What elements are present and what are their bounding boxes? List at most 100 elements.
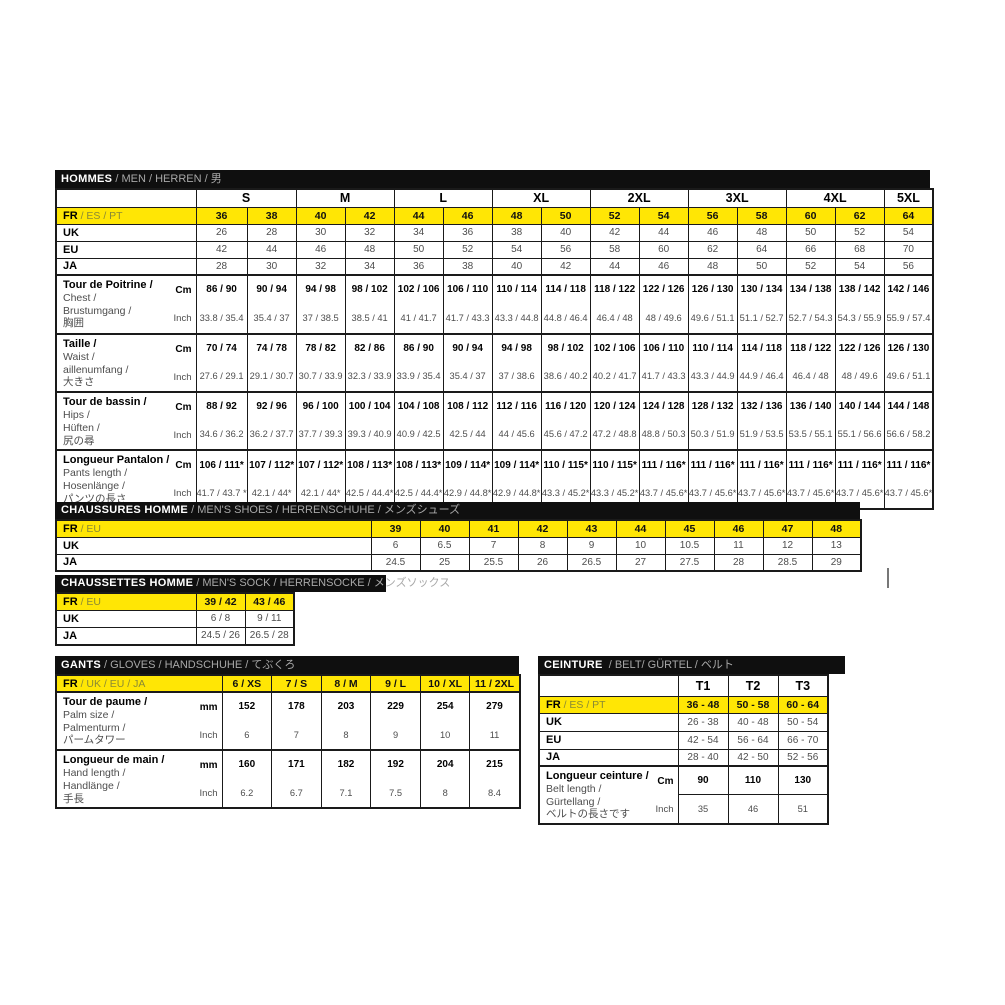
size-value-cell: 50 xyxy=(393,240,444,259)
size-value-cell: 40 xyxy=(295,206,346,225)
size-value-cell: 29 xyxy=(811,553,862,572)
size-value-cell: 44 xyxy=(393,206,444,225)
row-label-bold: UK xyxy=(546,716,562,728)
measure-value-secondary: 45.6 / 47.2 xyxy=(540,419,591,451)
measure-value-primary: 138 / 142 xyxy=(834,274,885,302)
measure-row-secondary: 27.6 / 29.1 29.1 / 30.7 30.7 / 33.9 32.3 / … xyxy=(56,361,934,393)
size-value-cell: 42 - 54 xyxy=(677,730,729,750)
stray-tick-mark xyxy=(887,568,889,588)
size-value-cell: 68 xyxy=(834,240,885,259)
measure-label-line: Tour de bassin / xyxy=(63,396,147,409)
size-row: UK 6 6.5 7 8 9 10 10.5 11 12 13 xyxy=(55,536,862,555)
size-value-cell: 13 xyxy=(811,536,862,555)
measure-value-primary: 104 / 108 xyxy=(393,391,444,420)
size-row: EU 42 - 54 56 - 64 66 - 70 xyxy=(538,730,829,750)
measure-value-primary: 98 / 102 xyxy=(344,274,395,302)
size-value-cell: 42 xyxy=(540,257,591,276)
row-label-cell: JA xyxy=(55,553,372,572)
measure-label-line: Hand length / xyxy=(63,766,126,779)
size-value-cell: 48 xyxy=(491,206,542,225)
measure-value-secondary: 8.4 xyxy=(469,778,521,809)
measure-value-primary: 110 xyxy=(727,765,779,796)
measure-label-cell: Tour de paume / Palm size / Palmenturm / パー… xyxy=(55,690,223,751)
measure-value-primary: 110 / 115* xyxy=(540,449,591,479)
size-group-cell: 2XL xyxy=(589,188,689,208)
size-value-cell: 45 xyxy=(664,519,715,538)
mens-shoes-table-header: CHAUSSURES HOMME / MEN'S SHOES / HERRENS… xyxy=(55,502,860,519)
size-value-cell: 25 xyxy=(419,553,470,572)
size-value-cell: 52 xyxy=(442,240,493,259)
measure-value-secondary: 51.1 / 52.7 xyxy=(736,302,787,335)
size-value-cell: 44 xyxy=(638,223,689,242)
size-value-cell: 46 xyxy=(638,257,689,276)
size-value-cell: 7 / S xyxy=(271,674,322,693)
size-value-cell: 66 - 70 xyxy=(777,730,829,750)
mens-socks-table-header: CHAUSSETTES HOMME / MEN'S SOCK / HERRENS… xyxy=(55,575,450,592)
measure-value-primary: 132 / 136 xyxy=(736,391,787,420)
measure-value-secondary: 44 / 45.6 xyxy=(491,419,542,451)
row-label-bold: JA xyxy=(63,629,78,642)
size-value-cell: 10 xyxy=(615,536,666,555)
measure-row-secondary: 34.6 / 36.2 36.2 / 37.7 37.7 / 39.3 39.3 / … xyxy=(56,419,934,451)
size-value-cell: 28.5 xyxy=(762,553,813,572)
size-value-cell: 27 xyxy=(615,553,666,572)
measure-label-line: Hosenlänge / xyxy=(63,479,125,492)
belt-table-grid: T1 T2 T3 FR / ES / PT 36 - 48 50 - 58 60 - 64 U… xyxy=(538,674,829,826)
measure-row-secondary: 33.8 / 35.4 35.4 / 37 37 / 38.5 38.5 / 41 41… xyxy=(56,302,934,335)
size-value-cell: 40 xyxy=(491,257,542,276)
measure-value-secondary: 7.1 xyxy=(320,778,372,809)
measure-label-line: Tour de paume / xyxy=(63,696,148,708)
measure-value-secondary: 44.9 / 46.4 xyxy=(736,361,787,393)
size-group-cell: 4XL xyxy=(785,188,885,208)
size-value-cell: 11 xyxy=(713,536,764,555)
size-value-cell: 47 xyxy=(762,519,813,538)
measure-label-line: Hüften / xyxy=(63,421,100,434)
measure-value-primary: 90 / 94 xyxy=(246,274,297,302)
measure-row-secondary: 35 46 51 xyxy=(539,794,829,825)
measure-label-line: Pants length / xyxy=(63,467,128,480)
section-title-bold: GANTS xyxy=(61,658,101,671)
measure-value-primary: 120 / 124 xyxy=(589,391,640,420)
measure-value-secondary: 36.2 / 37.7 xyxy=(246,419,297,451)
measure-value-primary: 182 xyxy=(320,749,372,779)
measure-value-secondary: 11 xyxy=(469,720,521,751)
size-value-cell: 28 xyxy=(713,553,764,572)
belt-table: CEINTURE / BELT/ GÜRTEL / ベルト T1 T2 T3 FR / … xyxy=(538,656,845,826)
measure-value-primary: 152 xyxy=(221,691,273,721)
measure-value-primary: 254 xyxy=(419,691,471,721)
measure-units: Cm Inch xyxy=(174,336,192,391)
measure-value-secondary: 7.5 xyxy=(370,778,421,809)
measure-value-secondary: 35 xyxy=(677,794,729,825)
unit-primary: Cm xyxy=(175,284,192,296)
size-value-cell: 11 / 2XL xyxy=(469,674,521,693)
size-value-cell: 40 xyxy=(419,519,470,538)
row-label-cell: JA xyxy=(538,748,679,767)
measure-value-secondary: 54.3 / 55.9 xyxy=(834,302,885,335)
size-value-cell: 26 xyxy=(195,223,248,242)
measure-value-primary: 114 / 118 xyxy=(736,332,787,362)
measure-value-primary: 111 / 116* xyxy=(834,449,885,479)
measure-label-line: Belt length / xyxy=(546,782,602,795)
measure-value-secondary: 51 xyxy=(777,794,829,825)
size-value-cell: 8 / M xyxy=(320,674,372,693)
size-value-cell: 40 xyxy=(540,223,591,242)
section-title-bold: CEINTURE xyxy=(544,658,603,671)
measure-value-primary: 128 / 132 xyxy=(687,391,738,420)
measure-label-lines: Tour de bassin / Hips / Hüften / 尻の尋 xyxy=(57,394,195,449)
size-value-cell: 8 xyxy=(517,536,568,555)
measure-value-primary: 130 xyxy=(777,765,829,796)
measure-value-secondary: 41.7 / 43.3 xyxy=(442,302,493,335)
size-value-cell: 50 - 58 xyxy=(727,695,779,714)
unit-primary: Cm xyxy=(657,775,674,787)
size-value-cell: 10 / XL xyxy=(419,674,471,693)
measure-value-primary: 110 / 115* xyxy=(589,449,640,479)
row-label-bold: FR xyxy=(546,698,561,711)
belt-table-header: CEINTURE / BELT/ GÜRTEL / ベルト xyxy=(538,656,845,674)
size-value-cell: 62 xyxy=(834,206,885,225)
size-value-cell: 48 xyxy=(344,240,395,259)
measure-value-primary: 107 / 112* xyxy=(246,449,297,479)
measure-label-line: Palmenturm / xyxy=(63,721,126,734)
size-value-cell: 41 xyxy=(468,519,519,538)
measure-units: Cm Inch xyxy=(656,768,674,823)
